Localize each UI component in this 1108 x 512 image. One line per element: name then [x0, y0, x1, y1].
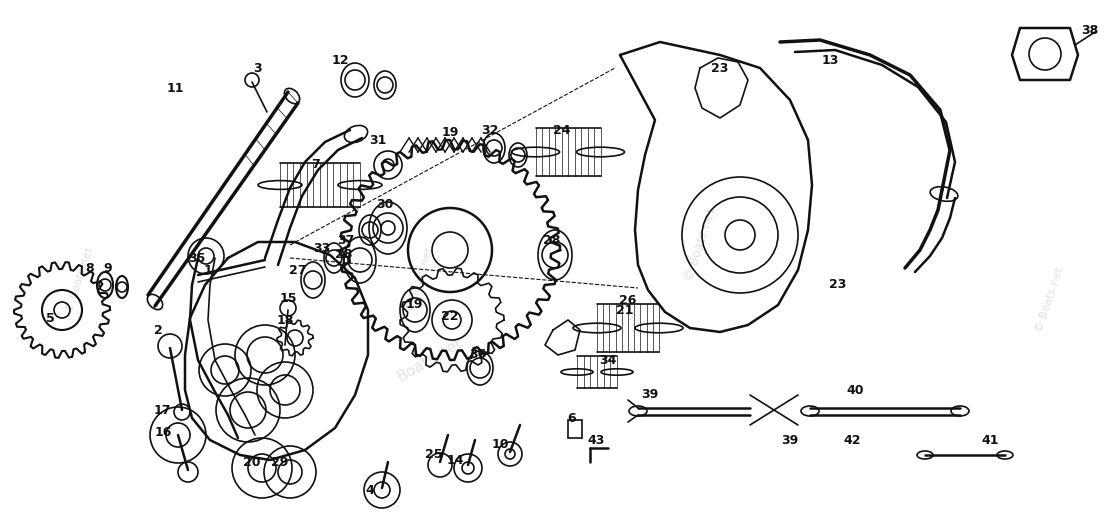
- Text: 1: 1: [204, 264, 213, 276]
- Text: 19: 19: [406, 298, 422, 311]
- Text: 5: 5: [45, 311, 54, 325]
- Text: 37: 37: [337, 233, 355, 246]
- Bar: [568, 420, 582, 438]
- Text: © Boats.net: © Boats.net: [1035, 266, 1065, 334]
- Text: © Boats.net: © Boats.net: [404, 246, 435, 314]
- Text: 9: 9: [104, 262, 112, 274]
- Text: © Boats.net: © Boats.net: [683, 207, 718, 283]
- Text: 28: 28: [543, 233, 561, 246]
- Text: 23: 23: [711, 61, 729, 75]
- Text: 24: 24: [553, 123, 571, 137]
- Text: 19: 19: [441, 125, 459, 139]
- Text: 43: 43: [587, 434, 605, 446]
- Text: 16: 16: [154, 425, 172, 438]
- Text: Boats.net: Boats.net: [394, 335, 465, 385]
- Text: 39: 39: [642, 389, 658, 401]
- Text: 38: 38: [1081, 24, 1099, 36]
- Text: 3: 3: [254, 61, 263, 75]
- Text: 32: 32: [481, 123, 499, 137]
- Text: 6: 6: [567, 412, 576, 424]
- Text: © Boats.net: © Boats.net: [64, 246, 95, 314]
- Text: 29: 29: [271, 456, 289, 468]
- Text: 35: 35: [188, 251, 206, 265]
- Text: 36: 36: [470, 349, 486, 361]
- Text: 34: 34: [599, 353, 617, 367]
- Text: 8: 8: [85, 262, 94, 274]
- Text: 4: 4: [366, 483, 375, 497]
- Text: 28: 28: [336, 248, 352, 262]
- Text: 14: 14: [447, 454, 464, 466]
- Text: 7: 7: [310, 159, 319, 172]
- Text: 17: 17: [153, 403, 171, 416]
- Text: 12: 12: [331, 53, 349, 67]
- Text: 39: 39: [781, 434, 799, 446]
- Text: 22: 22: [441, 309, 459, 323]
- Text: 25: 25: [425, 449, 443, 461]
- Text: 18: 18: [276, 313, 294, 327]
- Text: 23: 23: [829, 279, 847, 291]
- Text: 31: 31: [369, 134, 387, 146]
- Text: 41: 41: [982, 434, 998, 446]
- Text: 21: 21: [616, 304, 634, 316]
- Text: 2: 2: [154, 324, 163, 336]
- Text: 42: 42: [843, 434, 861, 446]
- Text: 27: 27: [289, 264, 307, 276]
- Text: 13: 13: [821, 53, 839, 67]
- Text: 33: 33: [314, 242, 330, 254]
- Text: 10: 10: [491, 438, 509, 452]
- Text: 30: 30: [377, 199, 393, 211]
- Text: 15: 15: [279, 291, 297, 305]
- Text: 11: 11: [166, 81, 184, 95]
- Text: 20: 20: [244, 456, 260, 468]
- Text: 40: 40: [847, 383, 864, 396]
- Text: 26: 26: [619, 293, 637, 307]
